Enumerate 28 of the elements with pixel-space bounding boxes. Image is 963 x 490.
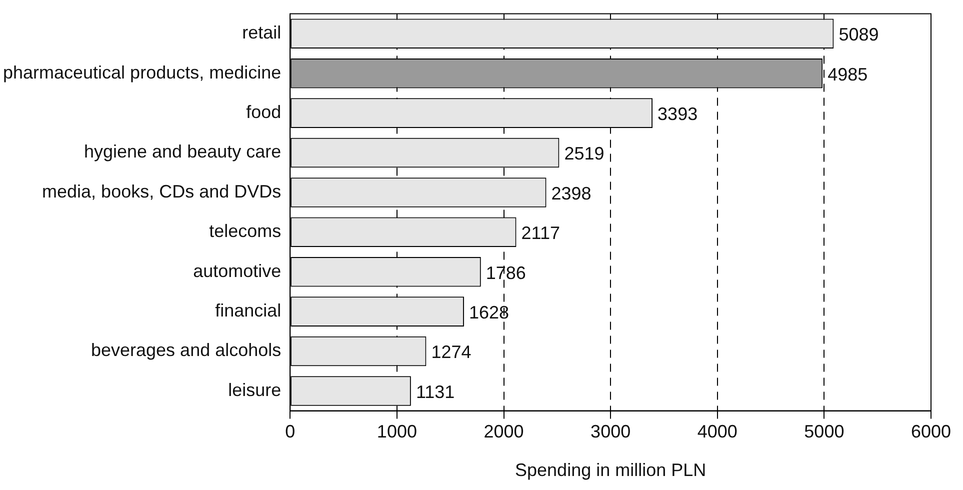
x-axis-title: Spending in million PLN — [515, 460, 706, 480]
data-label: 1131 — [416, 382, 455, 402]
y-tick-label: financial — [215, 300, 282, 321]
y-tick-label: automotive — [193, 260, 282, 281]
x-tick-label: 1000 — [376, 422, 417, 442]
y-tick-label: pharmaceutical products, medicine — [3, 62, 282, 82]
data-label: 2398 — [551, 183, 592, 204]
data-label: 2117 — [521, 223, 560, 244]
x-tick-label: 5000 — [804, 422, 844, 442]
y-tick-label: media, books, CDs and DVDs — [42, 181, 282, 202]
data-label: 3393 — [658, 104, 698, 124]
data-label: 5089 — [838, 24, 879, 45]
y-tick-label: retail — [242, 22, 282, 43]
data-label: 4985 — [828, 64, 868, 84]
data-label: 2519 — [564, 144, 604, 164]
y-tick-label: leisure — [228, 380, 282, 400]
y-tick-label: hygiene and beauty care — [84, 142, 282, 162]
data-label: 1274 — [431, 342, 472, 362]
x-tick-label: 2000 — [484, 422, 524, 442]
y-tick-label: beverages and alcohols — [91, 340, 282, 360]
x-tick-label: 6000 — [910, 422, 952, 442]
data-label: 1786 — [486, 262, 526, 283]
x-tick-label: 4000 — [697, 422, 738, 442]
x-tick-label: 3000 — [590, 422, 631, 442]
x-tick-label: 0 — [285, 422, 296, 442]
data-label: 1628 — [469, 302, 510, 323]
y-tick-label: telecoms — [209, 221, 282, 242]
y-tick-label: food — [246, 102, 282, 122]
